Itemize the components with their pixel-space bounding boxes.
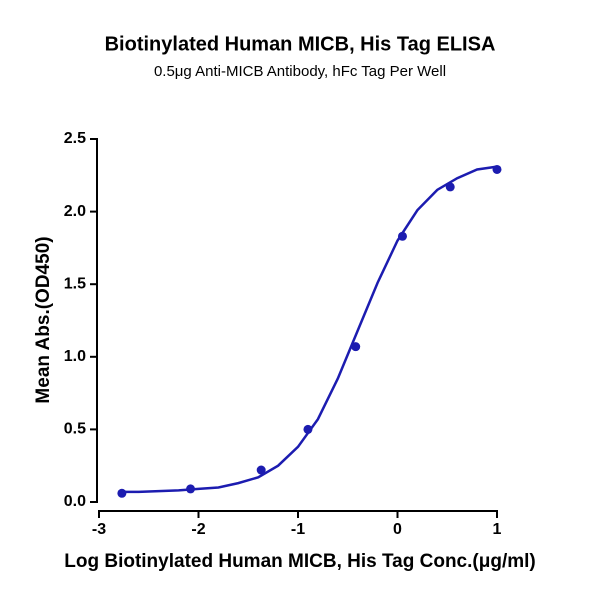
data-point bbox=[186, 484, 196, 494]
data-point bbox=[303, 424, 313, 434]
chart-title: Biotinylated Human MICB, His Tag ELISA bbox=[105, 33, 496, 55]
y-tick-label: 0.5 bbox=[64, 421, 86, 438]
data-point bbox=[397, 231, 407, 241]
x-tick-label: 0 bbox=[393, 521, 402, 538]
chart-subtitle: 0.5μg Anti-MICB Antibody, hFc Tag Per We… bbox=[154, 63, 446, 80]
x-tick-label: -1 bbox=[291, 521, 305, 538]
x-tick-label: -3 bbox=[92, 521, 106, 538]
data-point bbox=[117, 488, 127, 498]
y-tick-label: 1.5 bbox=[64, 275, 86, 292]
y-tick-label: 0.0 bbox=[64, 493, 86, 510]
y-tick-label: 1.0 bbox=[64, 348, 86, 365]
data-point bbox=[492, 164, 502, 174]
x-axis-label: Log Biotinylated Human MICB, His Tag Con… bbox=[64, 551, 536, 572]
y-axis-label: Mean Abs.(OD450) bbox=[33, 236, 54, 403]
data-point bbox=[351, 342, 361, 352]
y-tick-label: 2.0 bbox=[64, 203, 86, 220]
data-point bbox=[256, 465, 266, 475]
y-tick-label: 2.5 bbox=[64, 130, 86, 147]
data-point bbox=[445, 182, 455, 192]
x-tick-label: -2 bbox=[191, 521, 205, 538]
fit-curve bbox=[118, 165, 498, 494]
x-tick-label: 1 bbox=[493, 521, 502, 538]
